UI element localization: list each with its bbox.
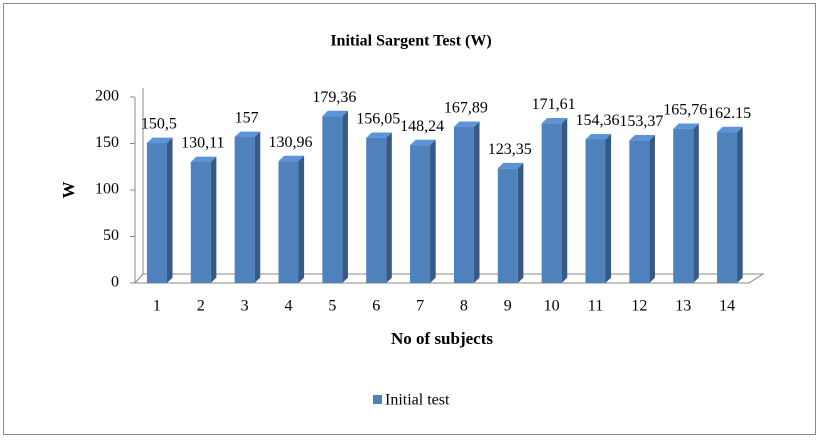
bar-side [473,121,480,283]
x-tick-label: 6 [372,298,380,315]
data-label: 153,37 [619,113,663,130]
bar-side [254,131,261,283]
bar-front [673,128,694,283]
bar-side [386,132,392,283]
y-tick-label: 150 [95,134,119,151]
bar [410,139,436,283]
data-label: 130,96 [269,134,313,151]
y-tick-label: 100 [95,181,119,198]
bar [234,131,261,283]
data-label: 148,24 [400,118,444,135]
x-tick-label: 7 [416,298,424,315]
data-label: 165,76 [663,102,707,119]
bar-front [585,139,606,283]
x-tick-label: 1 [153,298,161,315]
bar [278,155,305,283]
data-label: 171,61 [532,96,576,113]
bar-top [190,156,217,162]
bar-side [342,110,348,283]
bar [146,137,173,283]
bar-front [453,126,474,283]
bar [673,123,699,283]
data-label: 167,89 [444,100,488,117]
legend-label: Initial test [385,392,450,409]
data-label: 179,36 [312,89,356,106]
bar-front [717,132,738,283]
bar-top [717,126,743,133]
x-tick-label: 2 [197,298,205,315]
x-tick-label: 11 [588,298,603,315]
data-label: 156,05 [356,111,400,128]
chart-title: Initial Sargent Test (W) [330,33,491,50]
bar-side [605,134,612,283]
bar-front [410,145,431,283]
bar-top [234,131,261,137]
bar-side [693,123,699,283]
data-label: 157 [235,110,259,127]
x-tick-label: 3 [241,298,249,315]
bar-front [234,136,255,283]
bar-side [517,162,524,283]
x-tick-label: 12 [631,298,647,315]
bar-top [146,137,173,144]
bar-side [430,139,436,283]
bar-top [541,118,568,124]
x-tick-label: 10 [544,298,560,315]
bar-side [298,155,305,283]
x-tick-label: 9 [504,298,512,315]
bar-front [322,116,343,284]
bar-front [497,168,518,283]
bar-top [585,134,612,140]
x-tick-label: 14 [719,298,735,315]
data-label: 150,5 [141,116,177,133]
bar [190,156,217,283]
bar [366,132,392,283]
bar [585,134,612,283]
bar-top [629,134,655,141]
bar-top [497,162,524,169]
bar [322,110,348,284]
bar-side [166,137,173,283]
data-label: 162.15 [707,105,751,122]
bar-front [278,161,299,283]
y-tick-label: 50 [103,227,119,244]
bar-side [561,118,568,283]
data-label: 130,11 [181,135,224,152]
bar-front [146,143,167,283]
x-tick-label: 5 [328,298,336,315]
bar-front [541,123,562,283]
bar-front [190,161,211,283]
bar [541,118,568,283]
bar [717,126,743,283]
bar-top [278,155,305,162]
x-tick-label: 13 [675,298,691,315]
bar [453,121,480,283]
bar-front [629,140,650,283]
x-tick-label: 8 [460,298,468,315]
bar-top [453,121,480,127]
floor [133,273,765,284]
x-tick-label: 4 [285,298,293,315]
bar-top [366,132,392,138]
bar [629,134,655,283]
bar-side [210,156,217,283]
bar-front [366,137,387,283]
y-axis-title: W [59,182,78,199]
data-label: 154,36 [576,112,620,129]
bar-top [673,123,699,129]
y-tick-label: 0 [111,274,119,291]
bar-side [737,126,743,283]
data-label: 123,35 [488,141,532,158]
bar [497,162,524,283]
bar-top [322,110,348,117]
y-tick-label: 200 [95,88,119,105]
x-axis-title: No of subjects [391,329,493,348]
legend-swatch [373,395,382,404]
bar-side [649,134,655,283]
bar-top [410,139,436,146]
